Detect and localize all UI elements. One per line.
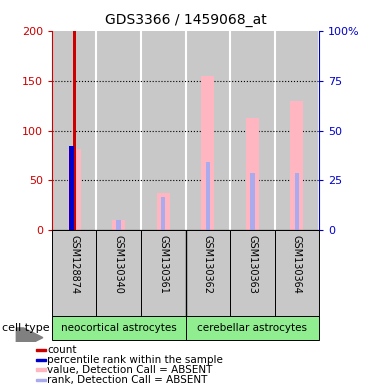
Bar (53, 31, 96, 230)
Bar (186, 31, 229, 230)
Text: cell type: cell type (2, 323, 49, 333)
Bar (230, 230, 275, 317)
Bar (275, 31, 318, 230)
Bar (52, 316, 186, 340)
Text: GSM130364: GSM130364 (292, 235, 302, 294)
Bar (250, 174, 255, 230)
Bar (36, 349, 46, 351)
Bar (52, 230, 96, 317)
Bar (68, 149, 81, 230)
Bar (141, 230, 186, 317)
Text: GSM130340: GSM130340 (114, 235, 124, 294)
Bar (142, 31, 185, 230)
Bar (186, 230, 230, 317)
Bar (96, 230, 141, 317)
Bar (112, 220, 125, 230)
Bar (157, 194, 170, 230)
Text: rank, Detection Call = ABSENT: rank, Detection Call = ABSENT (47, 375, 208, 384)
Text: GSM128874: GSM128874 (69, 235, 79, 294)
Bar (116, 220, 121, 230)
Bar (36, 369, 46, 371)
Bar (231, 31, 274, 230)
Text: neocortical astrocytes: neocortical astrocytes (61, 323, 177, 333)
Text: count: count (47, 345, 77, 355)
Bar (295, 174, 299, 230)
FancyArrow shape (16, 328, 43, 347)
Title: GDS3366 / 1459068_at: GDS3366 / 1459068_at (105, 13, 266, 27)
Text: GSM130363: GSM130363 (247, 235, 257, 294)
Text: percentile rank within the sample: percentile rank within the sample (47, 355, 223, 365)
Bar (97, 31, 140, 230)
Bar (206, 162, 210, 230)
Bar (36, 359, 46, 361)
Text: GSM130362: GSM130362 (203, 235, 213, 294)
Bar (275, 230, 319, 317)
Bar (69, 146, 74, 230)
Bar (161, 197, 165, 230)
Text: GSM130361: GSM130361 (158, 235, 168, 294)
Bar (73, 31, 76, 230)
Bar (72, 149, 76, 230)
Bar (246, 118, 259, 230)
Bar (36, 379, 46, 381)
Text: cerebellar astrocytes: cerebellar astrocytes (197, 323, 307, 333)
Bar (290, 101, 303, 230)
Text: value, Detection Call = ABSENT: value, Detection Call = ABSENT (47, 365, 213, 375)
Bar (201, 76, 214, 230)
Bar (186, 316, 319, 340)
